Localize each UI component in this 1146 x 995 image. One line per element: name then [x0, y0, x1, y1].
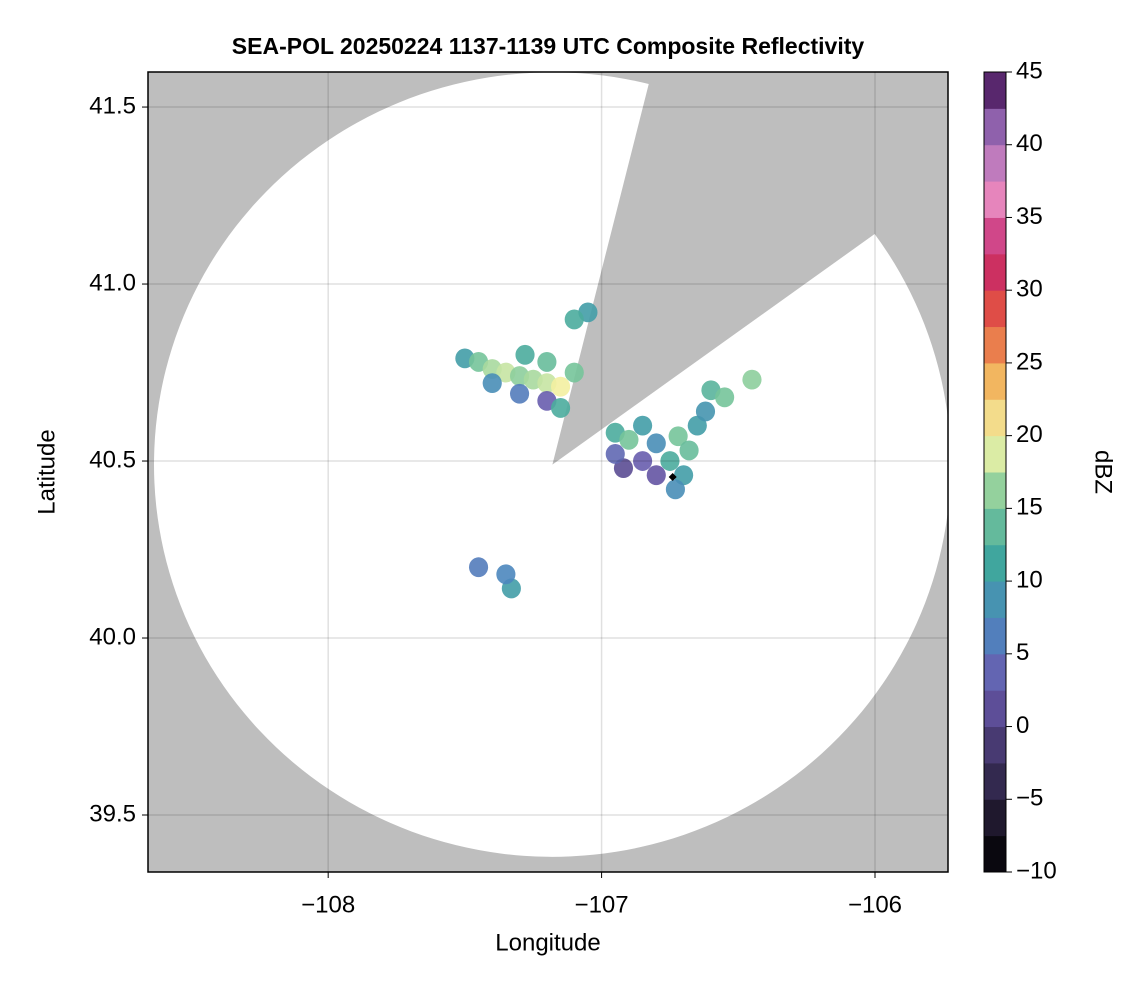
colorbar-tick-label: 30 — [1016, 276, 1043, 303]
colorbar-tick-label: 10 — [1016, 566, 1043, 593]
echo-cell — [509, 383, 530, 404]
y-tick-label: 39.5 — [89, 800, 136, 827]
plot-frame — [147, 71, 949, 873]
colorbar-tick-label: 40 — [1016, 130, 1043, 157]
echo-cell — [633, 451, 653, 471]
colorbar-label: dBZ — [1090, 450, 1117, 494]
colorbar-band — [984, 399, 1006, 437]
colorbar-tick-label: 20 — [1016, 421, 1043, 448]
echo-cell — [564, 309, 584, 330]
echo-cell — [619, 429, 639, 450]
colorbar-tick-label: 5 — [1016, 639, 1029, 666]
colorbar-tick-label: 15 — [1016, 494, 1043, 521]
echo-cell — [551, 376, 571, 397]
colorbar-tick-label: 35 — [1016, 203, 1043, 230]
echo-cell — [742, 369, 762, 390]
colorbar-band — [984, 690, 1006, 728]
echo-cell — [668, 426, 688, 447]
echo-cell — [605, 444, 625, 464]
colorbar-band — [984, 72, 1006, 109]
chart-title: SEA-POL 20250224 1137-1139 UTC Composite… — [232, 33, 865, 59]
echo-cell — [482, 373, 502, 394]
x-tick-label: −107 — [575, 891, 629, 918]
colorbar-band — [984, 108, 1006, 146]
echo-cell — [715, 387, 735, 408]
y-tick-label: 40.5 — [89, 446, 136, 473]
colorbar-tick-label: 45 — [1016, 57, 1043, 84]
echo-cell — [646, 433, 666, 454]
colorbar-band — [984, 144, 1006, 182]
echo-cell — [564, 362, 584, 383]
colorbar-band — [984, 835, 1006, 873]
y-tick-label: 41.0 — [89, 269, 136, 296]
echo-cell — [537, 352, 557, 372]
echo-cell — [646, 465, 666, 486]
x-axis-label: Longitude — [495, 929, 600, 956]
colorbar-band — [984, 508, 1006, 546]
echo-cell — [665, 479, 685, 500]
colorbar-tick-label: −5 — [1016, 785, 1043, 812]
colorbar-band — [984, 617, 1006, 655]
colorbar-band — [984, 472, 1006, 509]
echo-cell — [679, 440, 699, 461]
echo-cell — [660, 451, 680, 471]
echo-cell — [695, 401, 716, 422]
echo-cell — [496, 564, 516, 585]
y-tick-label: 40.0 — [89, 623, 136, 650]
colorbar-frame — [983, 71, 1007, 873]
radar-coverage — [154, 72, 951, 857]
colorbar-band — [984, 435, 1006, 473]
echo-cell — [633, 415, 653, 436]
colorbar-band — [984, 326, 1006, 364]
colorbar-band — [984, 362, 1006, 400]
colorbar-band — [984, 726, 1006, 764]
colorbar-band — [984, 290, 1006, 328]
colorbar-band — [984, 799, 1006, 837]
colorbar-band — [984, 653, 1006, 691]
colorbar-tick-label: 0 — [1016, 712, 1029, 739]
colorbar-band — [984, 544, 1006, 582]
echo-cell — [468, 557, 489, 578]
site-marker — [668, 472, 677, 481]
colorbar-band — [984, 217, 1006, 255]
x-tick-label: −106 — [848, 891, 902, 918]
y-axis-label: Latitude — [33, 429, 60, 514]
colorbar-tick-label: −10 — [1016, 857, 1057, 884]
colorbar-tick-label: 25 — [1016, 348, 1043, 375]
colorbar-band — [984, 762, 1006, 800]
colorbar-band — [984, 253, 1006, 291]
x-tick-label: −108 — [301, 891, 355, 918]
y-tick-label: 41.5 — [89, 92, 136, 119]
colorbar-band — [984, 181, 1006, 218]
colorbar-band — [984, 581, 1006, 618]
echo-cell — [515, 344, 535, 365]
echo-cell — [551, 398, 571, 418]
